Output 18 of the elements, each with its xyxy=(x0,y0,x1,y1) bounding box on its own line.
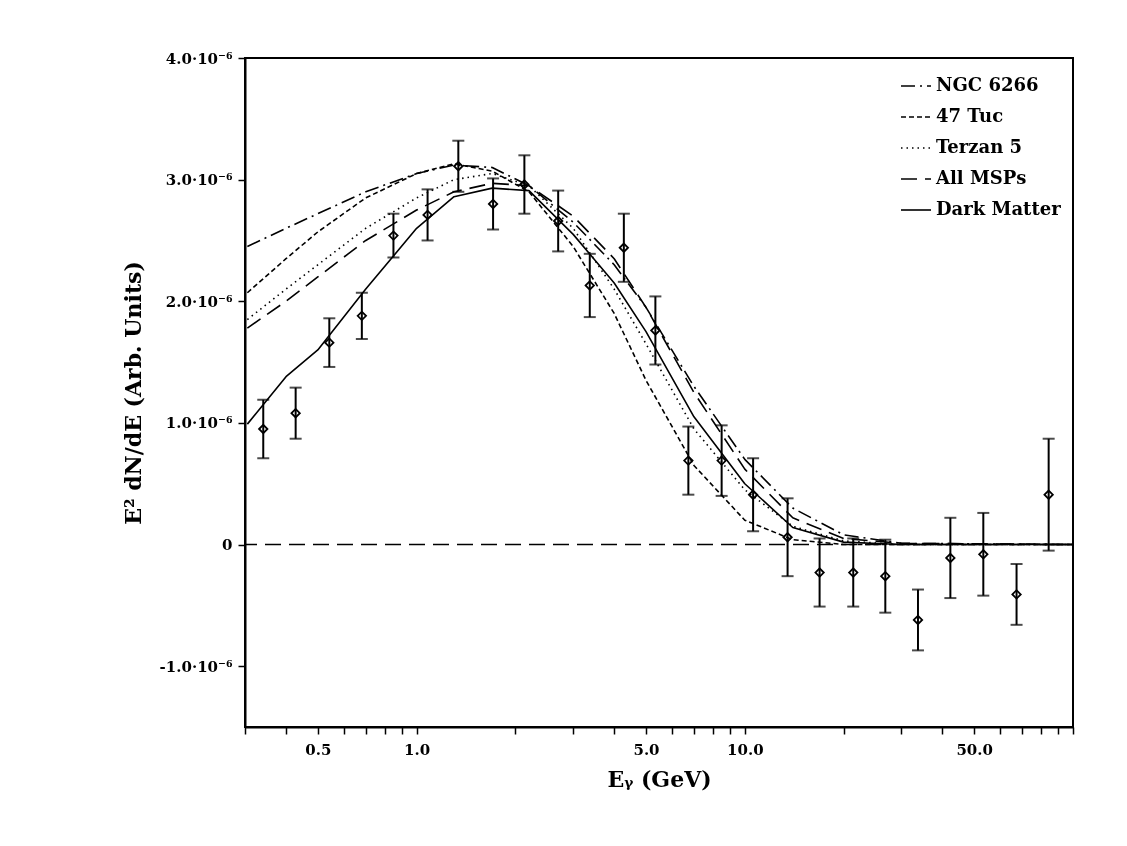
x-tick-label: 10.0 xyxy=(727,740,764,759)
x-axis-title: Eᵧ (GeV) xyxy=(607,765,712,792)
legend-label: 47 Tuc xyxy=(936,105,1004,126)
x-tick-label: 50.0 xyxy=(956,740,993,759)
legend-label: Dark Matter xyxy=(936,198,1062,219)
legend-label: Terzan 5 xyxy=(936,136,1023,157)
y-axis-title: E² dN/dE (Arb. Units) xyxy=(119,261,146,525)
y-tick-label: -1.0·10⁻⁶ xyxy=(159,657,233,676)
x-tick-label: 0.5 xyxy=(305,740,332,759)
x-tick-label: 1.0 xyxy=(404,740,431,759)
y-tick-label: 3.0·10⁻⁶ xyxy=(165,171,233,190)
legend-label: NGC 6266 xyxy=(936,74,1039,95)
y-tick-label: 1.0·10⁻⁶ xyxy=(165,414,233,433)
y-tick-label: 2.0·10⁻⁶ xyxy=(165,292,233,311)
x-tick-label: 5.0 xyxy=(633,740,660,759)
legend-label: All MSPs xyxy=(935,167,1027,188)
y-tick-label: 0 xyxy=(222,536,233,555)
y-tick-label: 4.0·10⁻⁶ xyxy=(165,49,233,68)
